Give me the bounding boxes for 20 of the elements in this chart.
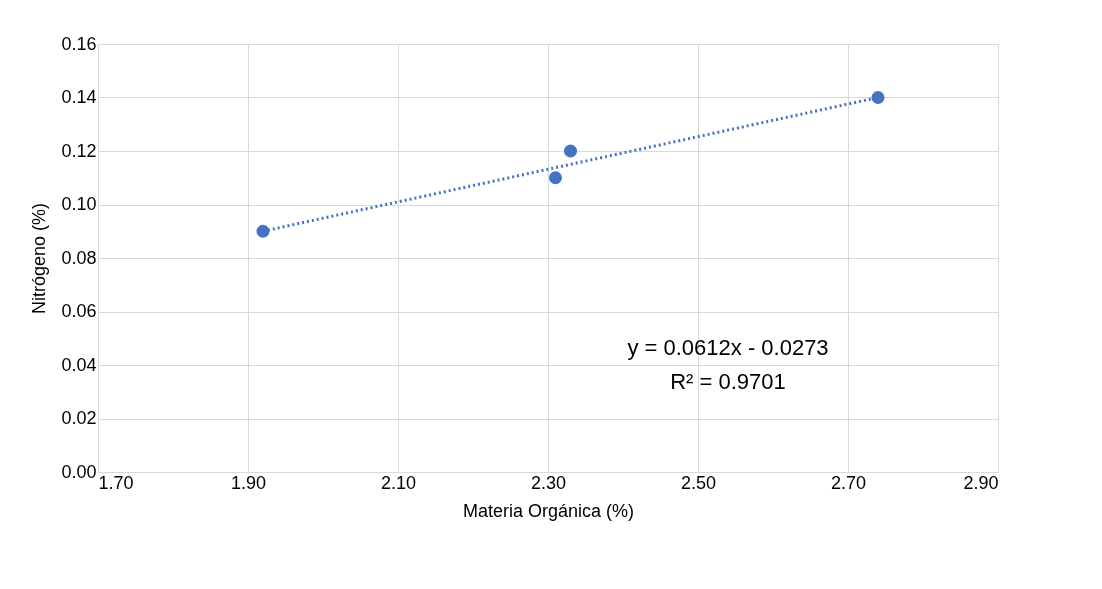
y-tick-label: 0.06 [61,301,97,321]
y-tick-label: 0.12 [61,140,97,161]
y-tick-label: 0.10 [61,194,97,214]
x-tick-label: 1.70 [98,472,134,493]
x-tick-label: 2.10 [380,472,417,493]
y-tick-label: 0.08 [61,247,97,268]
x-tick-label: 1.90 [230,472,267,493]
annotation: R² = 0.9701 [670,368,786,394]
y-tick-label: 0.00 [61,461,97,482]
x-tick-label: 2.70 [830,472,867,493]
y-tick-label: 0.16 [61,33,97,54]
y-axis-title: Nitrógeno (%) [29,202,50,315]
x-axis-title: Materia Orgánica (%) [462,500,635,521]
y-tick-label: 0.14 [61,87,97,107]
y-tick-label: 0.04 [61,354,97,375]
annotation: y = 0.0612x - 0.0273 [627,334,829,360]
y-tick-label: 0.02 [61,408,97,428]
x-tick-label: 2.50 [680,472,717,493]
x-tick-label: 2.30 [530,472,567,493]
x-tick-label: 2.90 [963,472,999,493]
